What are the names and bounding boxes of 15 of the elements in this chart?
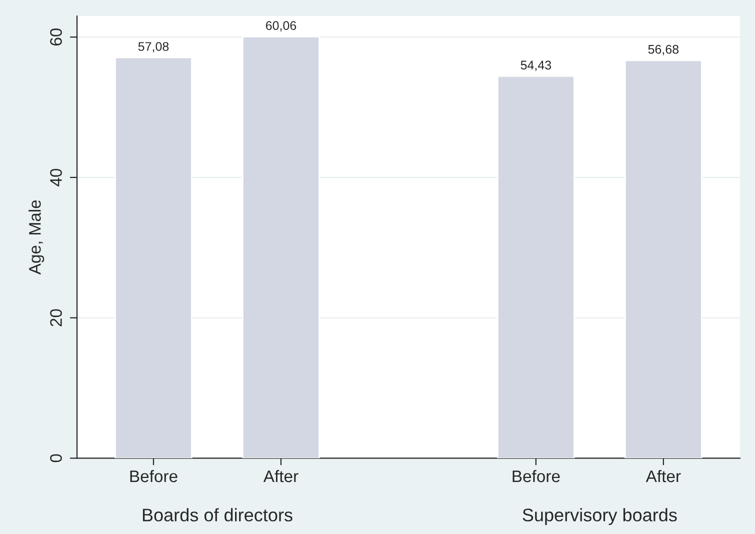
x-tick-label: After [263, 470, 298, 482]
data-label: 60,06 [266, 21, 296, 32]
text: Supervisory boards [522, 508, 677, 526]
y-tick-label: 0 [50, 454, 62, 462]
data-label: 57,08 [138, 42, 169, 52]
y-tick-label: 40 [50, 168, 62, 186]
x-tick-label: Before [130, 470, 178, 482]
y-tick-label: 20 [50, 309, 62, 326]
data-label: 56,68 [648, 44, 679, 56]
y-axis-title: Age, Male [28, 200, 44, 275]
data-label: 54,43 [520, 60, 552, 72]
x-tick-label: After [646, 470, 681, 482]
y-tick-label: 60 [50, 28, 62, 46]
x-tick-label: Before [512, 470, 560, 482]
text: Boards of directors [142, 508, 292, 522]
